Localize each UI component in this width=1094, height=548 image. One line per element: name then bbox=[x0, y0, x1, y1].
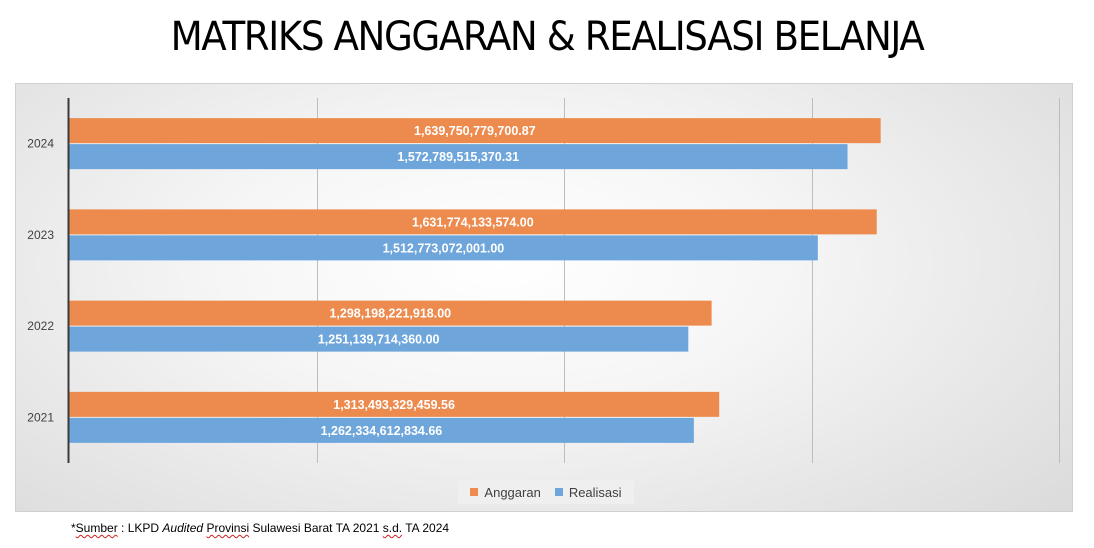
source-provinsi-word: Provinsi bbox=[206, 521, 250, 535]
y-tick-label: 2021 bbox=[27, 410, 54, 424]
source-colon: : LKPD bbox=[117, 521, 163, 535]
bar-anggaran bbox=[69, 118, 881, 144]
bar-realisasi bbox=[69, 144, 848, 170]
data-label: 1,313,493,329,459.56 bbox=[333, 398, 455, 412]
source-sd-word: s.d. bbox=[382, 521, 403, 535]
legend-label-realisasi: Realisasi bbox=[568, 484, 622, 500]
bar-anggaran bbox=[69, 391, 720, 417]
source-sumber-word: Sumber bbox=[75, 521, 118, 535]
legend-item-realisasi: Realisasi bbox=[554, 484, 622, 500]
source-rest-1: Sulawesi Barat TA 2021 bbox=[249, 521, 383, 535]
source-audited-word: Audited bbox=[162, 521, 204, 535]
legend-item-anggaran: Anggaran bbox=[470, 484, 541, 500]
y-tick-label: 2023 bbox=[27, 228, 54, 242]
source-prefix: * bbox=[71, 521, 76, 535]
bar-realisasi bbox=[69, 235, 818, 261]
data-label: 1,298,198,221,918.00 bbox=[329, 307, 451, 321]
slide-title: MATRIKS ANGGARAN & REALISASI BELANJA bbox=[170, 14, 925, 60]
data-label: 1,639,750,779,700.87 bbox=[414, 124, 536, 138]
legend-swatch-realisasi bbox=[554, 488, 563, 496]
source-rest-2: TA 2024 bbox=[402, 521, 450, 535]
bar-realisasi bbox=[69, 417, 694, 443]
data-label: 1,631,774,133,574.00 bbox=[412, 215, 534, 229]
data-label: 1,512,773,072,001.00 bbox=[383, 241, 505, 255]
bar-anggaran bbox=[69, 209, 877, 235]
source-note: *Sumber : LKPD Audited Provinsi Sulawesi… bbox=[71, 521, 449, 535]
data-label: 1,262,334,612,834.66 bbox=[321, 424, 443, 438]
data-label: 1,251,139,714,360.00 bbox=[318, 333, 440, 347]
data-label: 1,572,789,515,370.31 bbox=[397, 150, 519, 164]
y-tick-label: 2024 bbox=[27, 137, 54, 151]
chart-legend: Anggaran Realisasi bbox=[458, 480, 634, 504]
y-tick-label: 2022 bbox=[27, 319, 54, 333]
legend-label-anggaran: Anggaran bbox=[484, 484, 541, 500]
legend-swatch-anggaran bbox=[470, 488, 479, 496]
bar-realisasi bbox=[69, 326, 689, 352]
bar-anggaran bbox=[69, 300, 712, 326]
